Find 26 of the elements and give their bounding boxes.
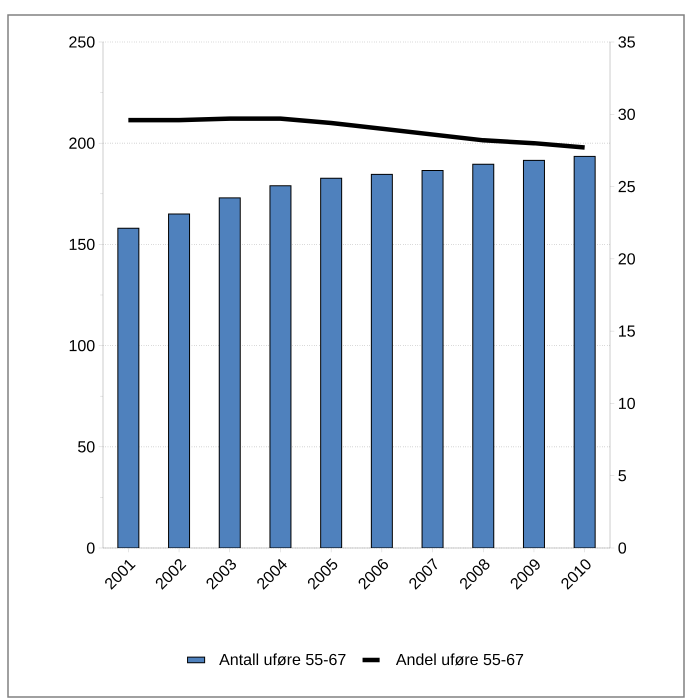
y-tick-label: 100 (70, 340, 95, 352)
y2-tick-label: 0 (618, 542, 626, 554)
bar (522, 160, 545, 548)
y2-tick-label: 35 (618, 36, 635, 48)
y2-tick-label: 25 (618, 180, 635, 192)
bar (117, 228, 140, 548)
bar (168, 214, 190, 548)
y-tick-label: 200 (69, 138, 95, 149)
bar (370, 174, 393, 548)
y-tick-label: 150 (70, 238, 95, 250)
y2-tick-label: 15 (619, 326, 635, 337)
y2-tick-label: 30 (618, 108, 635, 120)
y-tick-label: 50 (78, 441, 95, 452)
y-tick-label: 250 (69, 36, 95, 48)
y2-tick-label: 20 (618, 253, 635, 265)
bar (320, 178, 342, 548)
bar (574, 156, 596, 548)
y-tick-label: 0 (86, 542, 95, 554)
bar (269, 185, 292, 548)
legend-label: Andel uføre 55-67 (396, 653, 524, 666)
legend-label: Antall uføre 55-67 (219, 653, 346, 666)
y2-tick-label: 5 (618, 470, 626, 482)
bar (218, 197, 241, 548)
y2-tick-label: 10 (619, 398, 635, 410)
bar (422, 170, 444, 548)
bar (472, 164, 494, 548)
